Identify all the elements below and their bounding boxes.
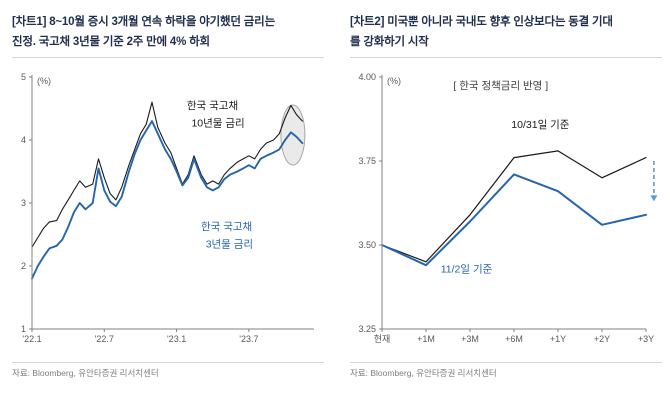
- svg-text:(%): (%): [387, 76, 401, 86]
- svg-text:2: 2: [21, 261, 26, 271]
- svg-text:+6M: +6M: [505, 334, 523, 344]
- svg-text:5: 5: [21, 72, 26, 82]
- svg-text:3: 3: [21, 198, 26, 208]
- chart2-source: 자료: Bloomberg, 유안타증권 리서치센터: [350, 362, 662, 379]
- chart2-title: [차트2] 미국뿐 아니라 국내도 향후 인상보다는 동결 기대 를 강화하기 …: [350, 13, 662, 59]
- svg-text:(%): (%): [37, 76, 51, 86]
- svg-text:'22.7: '22.7: [95, 334, 114, 344]
- chart1-title-line2: 진정. 국고채 3년물 기준 2주 만에 4% 하회: [12, 35, 210, 48]
- svg-text:+2Y: +2Y: [594, 334, 610, 344]
- panel-chart1: [차트1] 8~10월 증시 3개월 연속 하락을 야기했던 금리는 진정. 국…: [12, 13, 324, 411]
- svg-text:한국 국고채: 한국 국고채: [187, 100, 238, 112]
- chart2-line-chart: 3.25 3.50 3.75 4.00 현재 +1M +3M +6M +1Y +2Y +3Y (%) […: [358, 72, 658, 344]
- chart1-title: [차트1] 8~10월 증시 3개월 연속 하락을 야기했던 금리는 진정. 국…: [12, 13, 324, 59]
- svg-text:+3M: +3M: [461, 334, 479, 344]
- chart1-tag: [차트1]: [12, 16, 47, 28]
- svg-text:+1Y: +1Y: [550, 334, 566, 344]
- svg-text:10/31일 기준: 10/31일 기준: [511, 118, 570, 131]
- svg-text:+3Y: +3Y: [638, 334, 654, 344]
- svg-text:3.50: 3.50: [358, 240, 376, 250]
- svg-text:4: 4: [21, 135, 26, 145]
- chart2-title-line1: [차트2] 미국뿐 아니라 국내도 향후 인상보다는 동결 기대: [350, 13, 662, 33]
- svg-text:1: 1: [21, 324, 26, 334]
- panel-chart2: [차트2] 미국뿐 아니라 국내도 향후 인상보다는 동결 기대 를 강화하기 …: [350, 13, 662, 411]
- svg-text:한국 국고채: 한국 국고채: [201, 221, 252, 233]
- chart1-line-chart: 1 2 3 4 5 '22.1 '22.7 '23.1 '23.7 (%) 한국 국고채 10년물 금…: [21, 72, 314, 344]
- svg-text:4.00: 4.00: [358, 72, 376, 82]
- svg-text:3.75: 3.75: [358, 156, 376, 166]
- svg-text:'23.1: '23.1: [167, 334, 186, 344]
- svg-text:3년물 금리: 3년물 금리: [206, 239, 253, 251]
- svg-text:11/2일 기준: 11/2일 기준: [441, 263, 493, 276]
- svg-text:[ 한국 정책금리 반영 ]: [ 한국 정책금리 반영 ]: [453, 80, 548, 92]
- chart2-title-text: 미국뿐 아니라 국내도 향후 인상보다는 동결 기대: [387, 16, 613, 28]
- chart1-title-text: 8~10월 증시 3개월 연속 하락을 야기했던 금리는: [49, 16, 275, 28]
- chart2-title-line2: 를 강화하기 시작: [350, 35, 429, 48]
- chart2-tag: [차트2]: [350, 16, 385, 28]
- svg-text:+1M: +1M: [417, 334, 435, 344]
- svg-text:'22.1: '22.1: [22, 334, 41, 344]
- svg-text:현재: 현재: [374, 334, 391, 344]
- chart1-title-line1: [차트1] 8~10월 증시 3개월 연속 하락을 야기했던 금리는: [12, 13, 324, 33]
- svg-text:'23.7: '23.7: [239, 334, 258, 344]
- svg-text:3.25: 3.25: [358, 324, 376, 334]
- chart1-source: 자료: Bloomberg, 유안타증권 리서치센터: [12, 362, 324, 379]
- svg-text:10년물 금리: 10년물 금리: [191, 118, 244, 130]
